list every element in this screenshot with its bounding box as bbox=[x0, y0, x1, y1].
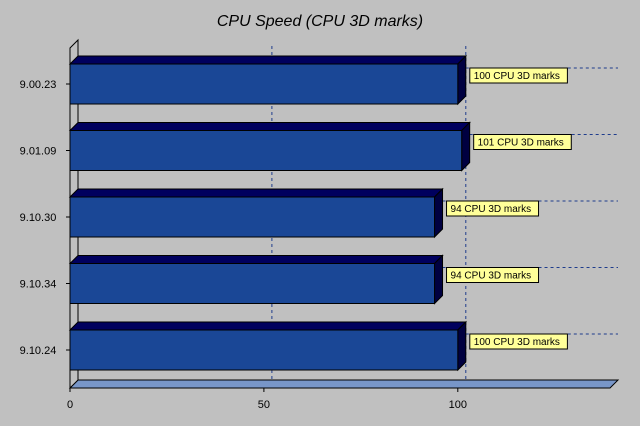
data-label: 100 CPU 3D marks bbox=[474, 71, 560, 82]
x-tick-label: 50 bbox=[258, 399, 270, 411]
data-label-box bbox=[446, 267, 540, 283]
data-label-box bbox=[469, 333, 568, 350]
x-tick-label: 100 bbox=[449, 399, 467, 411]
data-labels: 100 CPU 3D marks 101 CPU 3D marks 94 CPU 3… bbox=[446, 67, 572, 350]
bar-side bbox=[434, 254, 444, 305]
bar-top bbox=[68, 321, 468, 331]
bar-side bbox=[461, 121, 471, 172]
data-label-box bbox=[469, 67, 568, 84]
bar bbox=[69, 63, 459, 105]
bar-top bbox=[68, 122, 471, 131]
y-tick-label: 9.10.24 bbox=[20, 345, 57, 357]
bar bbox=[69, 196, 436, 238]
data-label: 94 CPU 3D marks bbox=[451, 204, 532, 215]
bars bbox=[68, 54, 471, 372]
bar bbox=[69, 130, 463, 171]
y-tick-label: 9.00.23 bbox=[20, 79, 57, 91]
bar-top bbox=[68, 55, 468, 65]
data-label-box bbox=[473, 134, 572, 150]
y-tick-label: 9.10.30 bbox=[20, 212, 57, 224]
data-label: 100 CPU 3D marks bbox=[474, 337, 560, 348]
bar-top bbox=[68, 188, 444, 198]
bar-top bbox=[68, 255, 444, 264]
bar-side bbox=[457, 54, 467, 106]
data-label: 101 CPU 3D marks bbox=[478, 138, 564, 149]
chart-title: CPU Speed (CPU 3D marks) bbox=[217, 13, 423, 30]
plot-floor bbox=[68, 379, 620, 389]
bar-side bbox=[434, 187, 444, 239]
bar-side bbox=[457, 320, 467, 372]
bar bbox=[69, 329, 459, 371]
x-tick-label: 0 bbox=[67, 399, 73, 411]
data-label: 94 CPU 3D marks bbox=[451, 271, 532, 282]
bar bbox=[69, 263, 436, 304]
data-label-box bbox=[446, 200, 540, 217]
y-tick-label: 9.10.34 bbox=[20, 279, 57, 291]
y-tick-label: 9.01.09 bbox=[20, 146, 57, 158]
